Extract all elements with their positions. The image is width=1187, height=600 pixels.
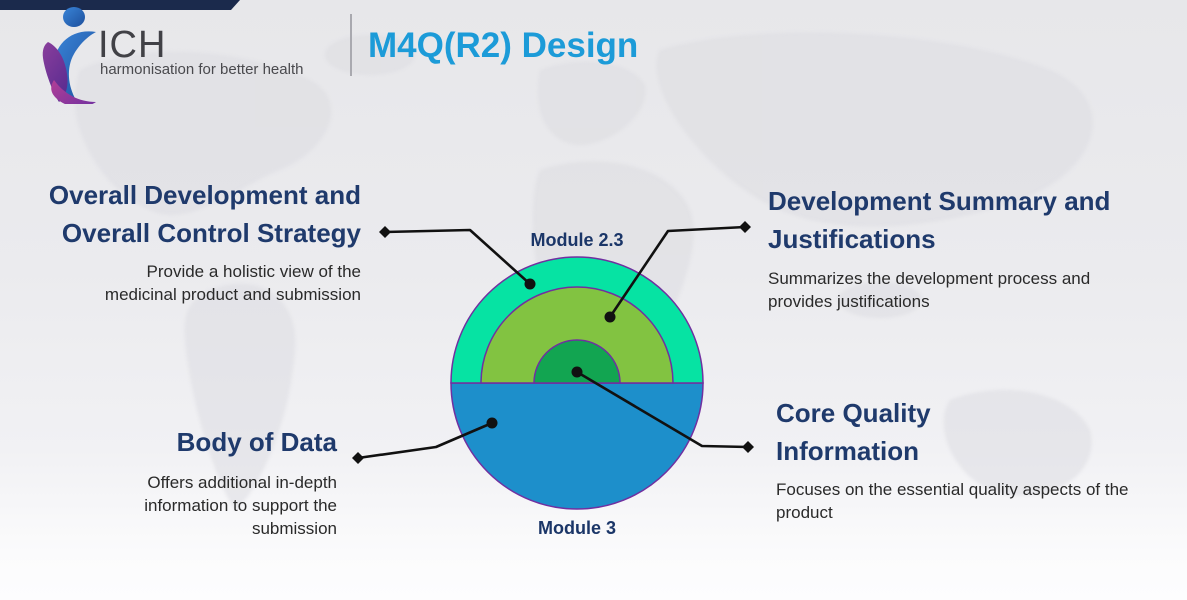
connector-endpoints	[352, 221, 754, 464]
callout-overall-development: Overall Development and Overall Control …	[0, 176, 361, 306]
inner-ring-segment	[533, 339, 621, 384]
callout-development-summary: Development Summary and Justifications S…	[768, 182, 1170, 313]
module-2-3-label: Module 2.3	[530, 230, 624, 250]
connector-bottom-left	[357, 421, 493, 460]
callout-development-summary-description: Summarizes the development process and p…	[768, 269, 1091, 311]
callout-development-summary-title: Development Summary and Justifications	[768, 186, 1111, 254]
dot-inner-ring	[571, 366, 583, 378]
callout-body-of-data-description: Offers additional in-depth information t…	[144, 473, 337, 538]
header-divider	[350, 14, 352, 76]
top-left-accent-bar	[0, 0, 240, 10]
dot-outer-ring	[524, 278, 536, 290]
connector-top-right	[608, 225, 746, 318]
diamond-top-left	[379, 226, 391, 238]
callout-core-quality: Core Quality Information Focuses on the …	[776, 394, 1178, 524]
callout-body-of-data-title: Body of Data	[176, 427, 337, 457]
callout-core-quality-title: Core Quality Information	[776, 398, 931, 466]
callout-overall-development-title: Overall Development and Overall Control …	[48, 180, 361, 248]
callout-body-of-data: Body of Data Offers additional in-depth …	[37, 423, 337, 540]
dot-module3	[486, 417, 498, 429]
module-3-label: Module 3	[537, 518, 616, 538]
ich-wordmark: ICH	[98, 24, 167, 66]
diamond-top-right	[739, 221, 751, 233]
page-title: M4Q(R2) Design	[368, 26, 639, 65]
connector-lines	[357, 225, 749, 460]
connector-bottom-right	[576, 370, 749, 449]
dot-middle-ring	[604, 311, 616, 323]
module-3-segment	[450, 382, 704, 510]
callout-core-quality-description: Focuses on the essential quality aspects…	[776, 480, 1129, 522]
connector-top-left	[384, 228, 531, 285]
ich-tagline: harmonisation for better health	[100, 61, 304, 78]
ich-logo-icon	[42, 7, 96, 104]
diamond-bottom-right	[742, 441, 754, 453]
callout-overall-development-description: Provide a holistic view of the medicinal…	[104, 262, 361, 304]
diamond-bottom-left	[352, 452, 364, 464]
middle-ring-segment	[480, 286, 674, 384]
